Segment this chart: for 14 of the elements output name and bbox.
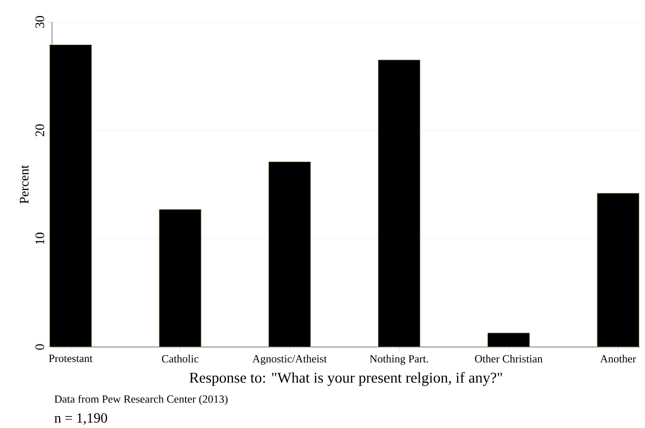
- y-tick-label: 0: [35, 344, 44, 350]
- text: Data from Pew Research Center (2013): [54, 394, 228, 406]
- x-tick-label: Nothing Part.: [370, 354, 428, 365]
- x-tick-label: Other Christian: [474, 354, 542, 363]
- x-axis-title: Response to: "What is your present relgion, if any?": [190, 372, 502, 386]
- text: n = 1,190: [54, 413, 108, 425]
- y-tick-label: 20: [35, 124, 44, 136]
- y-tick-label: 10: [35, 232, 44, 244]
- x-tick-label: Another: [600, 354, 636, 363]
- y-axis-title: Percent: [20, 165, 29, 204]
- x-tick-label: Catholic: [162, 354, 198, 363]
- x-tick-label: Protestant: [48, 354, 93, 362]
- x-tick-label: Agnostic/Atheist: [252, 354, 327, 365]
- y-tick-label: 30: [35, 16, 44, 28]
